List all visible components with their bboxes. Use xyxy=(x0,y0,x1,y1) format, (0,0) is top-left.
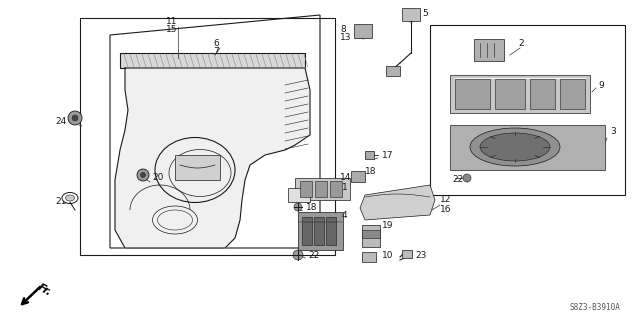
Bar xyxy=(302,217,312,245)
Text: 18: 18 xyxy=(365,167,376,176)
FancyBboxPatch shape xyxy=(474,39,504,61)
Polygon shape xyxy=(360,185,435,220)
Bar xyxy=(560,79,585,109)
Circle shape xyxy=(68,111,82,125)
Text: S8Z3-B3910A: S8Z3-B3910A xyxy=(569,303,620,312)
Text: 11: 11 xyxy=(166,18,178,26)
Text: Fr.: Fr. xyxy=(36,282,54,298)
Bar xyxy=(365,151,374,159)
Circle shape xyxy=(137,169,149,181)
Ellipse shape xyxy=(62,192,78,204)
Ellipse shape xyxy=(480,133,550,161)
Bar xyxy=(295,178,350,200)
Bar xyxy=(300,181,312,197)
Ellipse shape xyxy=(65,195,74,201)
Text: 3: 3 xyxy=(610,128,616,137)
Bar xyxy=(402,250,412,258)
Text: 5: 5 xyxy=(422,10,428,19)
Bar xyxy=(326,217,336,245)
Text: 24: 24 xyxy=(55,117,67,127)
Bar xyxy=(386,66,400,76)
Bar xyxy=(430,25,625,195)
Text: 17: 17 xyxy=(382,151,394,160)
Circle shape xyxy=(293,250,303,260)
Text: 13: 13 xyxy=(340,33,351,42)
Text: 22: 22 xyxy=(308,250,319,259)
Circle shape xyxy=(463,174,471,182)
Bar xyxy=(495,79,525,109)
Bar xyxy=(330,181,342,197)
Bar xyxy=(530,79,555,109)
Bar xyxy=(120,53,305,68)
Bar xyxy=(455,79,490,109)
Bar xyxy=(362,230,380,238)
Text: 4: 4 xyxy=(342,211,348,219)
Circle shape xyxy=(294,203,302,211)
Text: 22: 22 xyxy=(452,175,463,184)
Text: 14: 14 xyxy=(340,174,351,182)
Text: 18: 18 xyxy=(306,203,317,211)
Bar xyxy=(362,252,376,262)
Text: 10: 10 xyxy=(382,250,394,259)
Bar xyxy=(402,8,420,21)
Text: 1: 1 xyxy=(342,183,348,192)
Bar xyxy=(288,188,310,202)
Circle shape xyxy=(72,115,78,121)
Text: 12: 12 xyxy=(440,196,451,204)
Bar xyxy=(450,75,590,113)
FancyBboxPatch shape xyxy=(351,171,365,182)
Text: 21: 21 xyxy=(55,197,67,206)
Circle shape xyxy=(141,173,145,177)
Ellipse shape xyxy=(470,128,560,166)
Text: 23: 23 xyxy=(415,250,426,259)
Bar xyxy=(450,125,605,170)
Bar xyxy=(298,212,343,250)
Text: 7: 7 xyxy=(213,48,219,56)
Text: 15: 15 xyxy=(166,26,178,34)
Text: 16: 16 xyxy=(440,205,451,214)
Bar xyxy=(314,217,324,245)
Bar xyxy=(315,181,327,197)
Bar xyxy=(354,24,372,38)
Bar xyxy=(362,225,380,247)
Text: 9: 9 xyxy=(598,80,604,90)
Text: 2: 2 xyxy=(518,40,524,48)
Text: 19: 19 xyxy=(382,220,394,229)
Text: 20: 20 xyxy=(152,174,163,182)
Bar xyxy=(175,155,220,180)
Text: 8: 8 xyxy=(340,26,346,34)
Text: 6: 6 xyxy=(213,40,219,48)
Polygon shape xyxy=(115,68,310,248)
